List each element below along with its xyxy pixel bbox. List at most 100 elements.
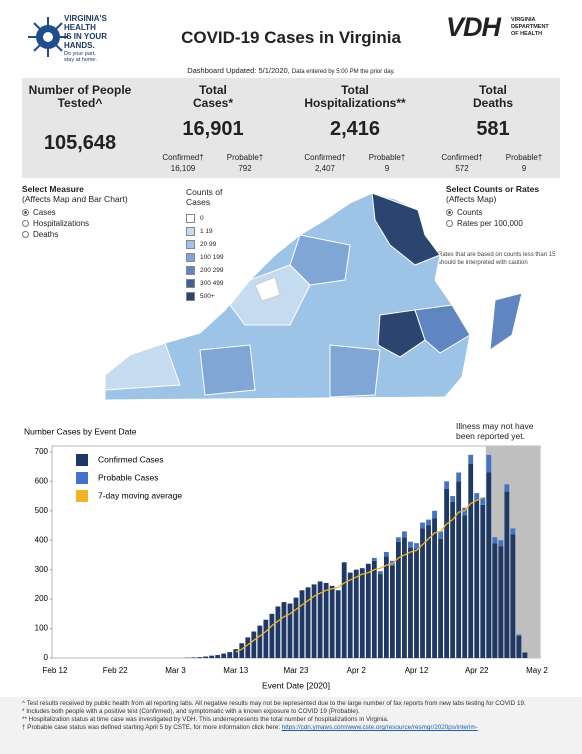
vdh-sub-line: OF HEALTH (511, 31, 543, 37)
bar-probable (522, 652, 528, 653)
updated: Dashboard Updated: 5/1/2020, (187, 66, 290, 75)
logo-text: VIRGINIA'S HEALTH IS IN YOUR HANDS. Do y… (64, 14, 107, 63)
sub-value: 2,407 (314, 164, 336, 173)
stat-value: 105,648 (43, 132, 117, 154)
y-tick-label: 500 (35, 506, 49, 515)
bar-confirmed (486, 472, 492, 658)
sub-label: Confirmed† (162, 153, 204, 162)
stats-panel (22, 78, 560, 178)
bar-confirmed (209, 655, 215, 658)
bar-confirmed (281, 602, 287, 658)
x-tick-label: Mar 3 (165, 666, 186, 675)
bar-probable (402, 531, 407, 538)
stat-value: 2,416 (329, 118, 381, 140)
radio-option[interactable]: Counts (446, 207, 539, 218)
bar-confirmed (492, 543, 498, 658)
radio-option[interactable]: Rates per 100,000 (446, 218, 539, 229)
stat-deaths: Total Deaths 581 (428, 84, 558, 141)
bar-probable (510, 528, 516, 535)
bar-confirmed (371, 560, 377, 658)
bar-confirmed (347, 572, 353, 658)
measure-control: Select Measure (Affects Map and Bar Char… (22, 184, 128, 240)
logo-line: IS IN YOUR (64, 32, 107, 41)
legend-label: 500+ (200, 293, 215, 300)
sub-label: Probable† (226, 153, 264, 162)
bar-confirmed (504, 491, 510, 658)
legend-label: Probable Cases (98, 472, 158, 482)
bar-confirmed (275, 606, 281, 658)
stat-label: Total Cases* (192, 83, 234, 110)
bar-confirmed (263, 619, 269, 658)
x-tick-label: Feb 12 (43, 666, 68, 675)
radio-option[interactable]: Deaths (22, 229, 128, 240)
radio-option[interactable]: Cases (22, 207, 128, 218)
sub-value: 9 (384, 164, 390, 173)
legend-swatch (76, 472, 88, 484)
legend-row: 0 (186, 212, 224, 225)
region (104, 342, 181, 391)
legend-swatch (186, 292, 195, 301)
bar-confirmed (335, 590, 341, 658)
bar-confirmed (203, 656, 209, 658)
footer-bg (0, 697, 582, 754)
logo-line: HANDS. (64, 41, 95, 50)
bar-confirmed (221, 653, 227, 658)
legend-label: 200 299 (200, 267, 224, 274)
bar-confirmed (444, 488, 450, 658)
y-tick-label: 100 (35, 624, 49, 633)
sub-label: Confirmed† (304, 153, 346, 162)
vdh-sub-line: DEPARTMENT (511, 24, 549, 30)
bar-confirmed (227, 652, 233, 658)
bar-confirmed (257, 625, 263, 658)
legend-row: 500+ (186, 290, 224, 303)
legend-label: Confirmed Cases (98, 454, 164, 464)
y-tick-label: 600 (35, 476, 49, 485)
y-tick-label: 0 (44, 653, 49, 662)
control-title: Select Counts or Rates (446, 184, 540, 194)
stat-value: 16,901 (182, 118, 244, 140)
bar-confirmed (480, 504, 486, 658)
footnote-link[interactable]: https://cdn.ymaws.com/www.cste.org/resou… (281, 724, 478, 731)
bar-probable (468, 454, 474, 464)
bar-confirmed (516, 635, 522, 658)
bar-probable (474, 493, 480, 501)
radio-label: Rates per 100,000 (457, 219, 523, 228)
radio-option[interactable]: Hospitalizations (22, 218, 128, 229)
stat-hosp: Total Hospitalizations** 2,416 (290, 84, 420, 141)
footnotes: ^ Test results received by public health… (22, 700, 562, 732)
bar-probable (420, 522, 425, 529)
bar-probable (492, 537, 498, 544)
bar-confirmed (191, 657, 196, 658)
bar-confirmed (329, 585, 335, 658)
bar-confirmed (323, 582, 329, 658)
control-sub: (Affects Map) (446, 194, 497, 204)
radio-label: Deaths (33, 230, 59, 239)
vdh-logo: VDH (446, 12, 501, 42)
stat-tested: Number of People Tested^ 105,648 (15, 84, 145, 155)
y-tick-label: 400 (35, 535, 49, 544)
bar-probable (438, 531, 444, 539)
bar-probable (480, 497, 486, 505)
bar-probable (426, 519, 431, 526)
x-tick-label: Feb 22 (103, 666, 128, 675)
legend-label: 20 99 (200, 241, 217, 248)
legend-row: 300 499 (186, 277, 224, 290)
bar-confirmed (474, 500, 480, 658)
bar-confirmed (414, 549, 419, 658)
legend-label: 0 (200, 215, 204, 222)
bar-confirmed (389, 565, 395, 658)
footnote: ** Hospitalization status at time case w… (22, 716, 389, 723)
bar-confirmed (239, 643, 245, 658)
region (199, 344, 256, 396)
bar-probable (516, 634, 522, 636)
bar-confirmed (353, 569, 359, 658)
map-legend: 0 1 19 20 99 100 199 200 299 300 499 500+ (186, 212, 224, 303)
bar-probable (408, 541, 413, 548)
region (414, 304, 471, 354)
sub-value: 16,109 (170, 164, 196, 173)
radio-label: Hospitalizations (33, 219, 90, 228)
bar-probable (498, 540, 504, 547)
bar-confirmed (522, 652, 528, 658)
footnote: † Probable case status was defined start… (22, 724, 280, 731)
